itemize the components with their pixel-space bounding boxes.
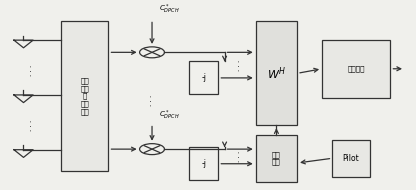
Text: -j: -j	[201, 73, 206, 82]
Text: · · ·: · · ·	[237, 59, 243, 71]
Text: · · ·: · · ·	[29, 65, 35, 76]
Text: 解扩判决: 解扩判决	[347, 66, 365, 72]
Text: $C^*_{DPCH}$: $C^*_{DPCH}$	[159, 2, 180, 16]
FancyBboxPatch shape	[189, 62, 218, 94]
Text: · · ·: · · ·	[149, 95, 155, 106]
FancyBboxPatch shape	[332, 140, 370, 177]
FancyBboxPatch shape	[256, 21, 297, 125]
Text: · · ·: · · ·	[29, 120, 35, 131]
Text: 射频
前端
和
基带
转换: 射频 前端 和 基带 转换	[80, 78, 89, 115]
Text: -j: -j	[201, 159, 206, 168]
Text: 波束
形成: 波束 形成	[272, 151, 281, 165]
FancyBboxPatch shape	[256, 135, 297, 182]
FancyBboxPatch shape	[322, 40, 391, 98]
Text: $W^H$: $W^H$	[267, 65, 286, 82]
FancyBboxPatch shape	[61, 21, 109, 171]
Text: $C^*_{DPCH}$: $C^*_{DPCH}$	[159, 108, 180, 122]
Text: Pilot: Pilot	[343, 154, 359, 163]
Text: · · ·: · · ·	[237, 151, 243, 162]
FancyBboxPatch shape	[189, 147, 218, 180]
